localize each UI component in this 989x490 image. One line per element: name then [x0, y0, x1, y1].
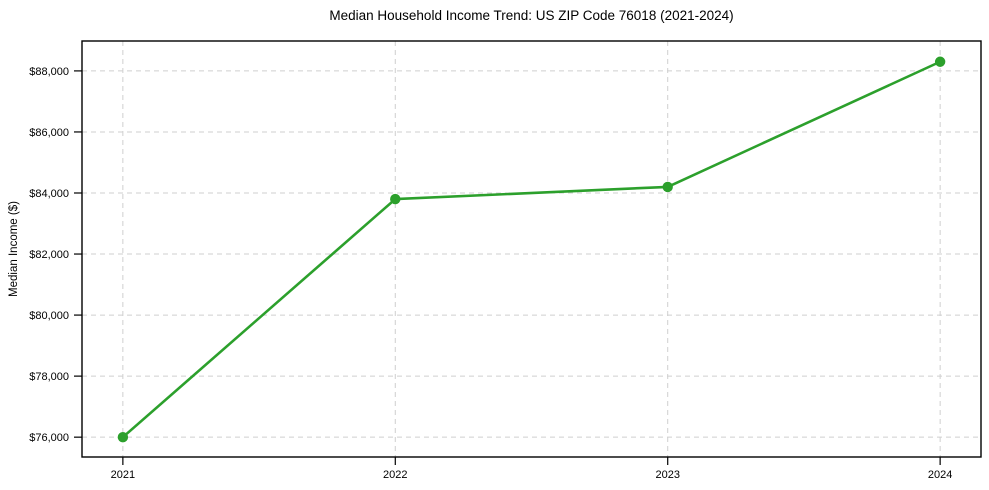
y-tick-label: $86,000: [29, 127, 69, 139]
y-tick-label: $80,000: [29, 310, 69, 322]
y-tick-label: $76,000: [29, 432, 69, 444]
x-tick-label: 2023: [655, 469, 679, 481]
data-point-marker: [662, 181, 673, 193]
data-point-marker: [117, 431, 129, 443]
data-point-marker: [934, 56, 946, 67]
series-line: [121, 60, 942, 439]
x-tick-label: 2024: [928, 469, 952, 481]
x-tick-label: 2021: [111, 469, 135, 481]
chart-title: Median Household Income Trend: US ZIP Co…: [329, 8, 734, 23]
y-tick-label: $84,000: [29, 188, 69, 200]
y-tick-label: $82,000: [29, 249, 69, 261]
y-tick-label: $78,000: [29, 371, 69, 383]
y-tick-label: $88,000: [29, 66, 69, 78]
plot-frame: [81, 40, 982, 458]
data-point-marker: [390, 193, 401, 205]
x-tick-label: 2022: [383, 469, 407, 481]
